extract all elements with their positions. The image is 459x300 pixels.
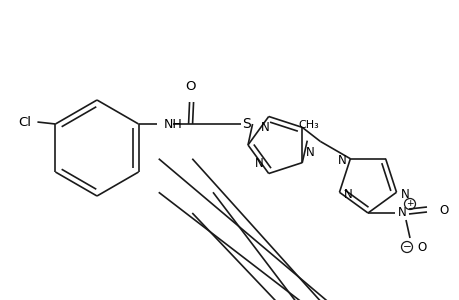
Text: N: N xyxy=(337,154,346,167)
Text: O: O xyxy=(185,80,196,93)
Text: NH: NH xyxy=(163,118,182,131)
Text: N: N xyxy=(306,146,314,159)
Text: +: + xyxy=(405,200,413,208)
Text: O: O xyxy=(438,205,447,218)
Text: −: − xyxy=(402,242,410,252)
Text: N: N xyxy=(397,206,405,220)
Text: N: N xyxy=(261,122,269,134)
Text: O: O xyxy=(416,242,425,254)
Text: Cl: Cl xyxy=(18,116,31,128)
Text: N: N xyxy=(343,188,352,201)
Text: N: N xyxy=(400,188,409,201)
Text: S: S xyxy=(242,117,251,131)
Text: N: N xyxy=(254,157,263,169)
Text: CH₃: CH₃ xyxy=(297,120,318,130)
